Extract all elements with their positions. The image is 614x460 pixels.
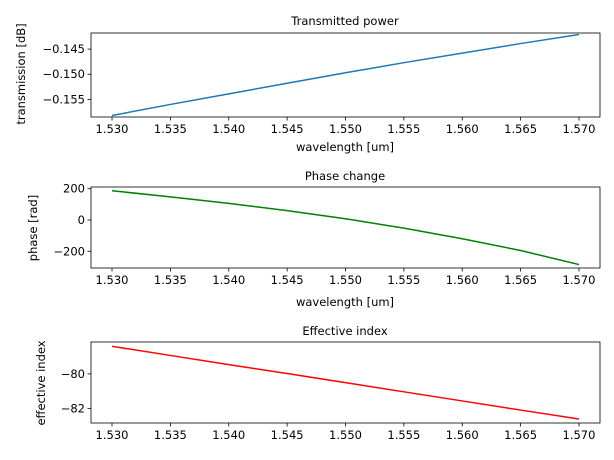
transmission-x-tick-label: 1.530	[96, 122, 129, 136]
effective-index-x-tick-label: 1.570	[563, 428, 596, 442]
effective-index-y-tick-label: −80	[61, 367, 85, 381]
transmission-x-tick-label: 1.555	[387, 122, 420, 136]
phase-y-tick-label: −200	[53, 244, 85, 258]
phase-x-tick-label: 1.535	[154, 273, 187, 287]
transmission-y-tick-label: −0.145	[42, 42, 85, 56]
transmitted-power-title: Transmitted power	[290, 14, 399, 28]
phase-x-tick-label: 1.540	[212, 273, 245, 287]
phase-change-title: Phase change	[305, 169, 385, 183]
phase-y-tick-label: 200	[63, 182, 85, 196]
effective-index-x-tick-label: 1.550	[329, 428, 362, 442]
transmission-x-tick-label: 1.535	[154, 122, 187, 136]
transmitted-power-panel: Transmitted power transmission [dB] wave…	[14, 14, 601, 154]
transmission-x-tick-label: 1.550	[329, 122, 362, 136]
transmission-y-ticks: −0.155 −0.150 −0.145	[42, 42, 91, 106]
transmission-x-tick-label: 1.560	[446, 122, 479, 136]
phase-x-tick-label: 1.550	[329, 273, 362, 287]
transmission-x-axis-label: wavelength [um]	[296, 140, 394, 154]
phase-x-tick-label: 1.530	[96, 273, 129, 287]
effective-index-x-tick-label: 1.530	[96, 428, 129, 442]
effective-index-y-tick-label: −82	[61, 401, 85, 415]
effective-index-x-tick-label: 1.565	[504, 428, 537, 442]
phase-x-axis-label: wavelength [um]	[296, 295, 394, 309]
transmission-x-tick-label: 1.545	[271, 122, 304, 136]
effective-index-x-tick-label: 1.540	[212, 428, 245, 442]
phase-x-tick-label: 1.560	[446, 273, 479, 287]
phase-y-axis-label: phase [rad]	[26, 195, 40, 261]
effective-index-lines	[111, 345, 580, 420]
phase-plot-frame	[90, 186, 601, 269]
transmission-x-tick-label: 1.540	[212, 122, 245, 136]
transmission-x-tick-label: 1.570	[563, 122, 596, 136]
phase-x-tick-label: 1.565	[504, 273, 537, 287]
phase-x-tick-label: 1.570	[563, 273, 596, 287]
effective-index-panel: Effective index effective index 1.530 1.5…	[34, 324, 601, 442]
effective-index-plot-frame	[90, 341, 601, 424]
phase-y-tick-label: 0	[78, 213, 85, 227]
transmission-x-tick-label: 1.565	[504, 122, 537, 136]
transmission-lines	[111, 33, 580, 117]
phase-x-tick-label: 1.555	[387, 273, 420, 287]
phase-y-ticks: −200 0 200	[53, 182, 91, 258]
effective-index-x-tick-label: 1.555	[387, 428, 420, 442]
effective-index-y-ticks: −82 −80	[61, 367, 91, 415]
transmission-plot-frame	[90, 32, 601, 118]
phase-lines	[111, 190, 580, 266]
transmission-y-axis-label: transmission [dB]	[14, 23, 28, 124]
effective-index-x-ticks: 1.530 1.535 1.540 1.545 1.550 1.555 1.560 1.565…	[96, 423, 596, 442]
transmission-series-line	[111, 33, 580, 117]
transmission-y-tick-label: −0.155	[42, 92, 85, 106]
transmission-x-ticks: 1.530 1.535 1.540 1.545 1.550 1.555 1.560 1.565…	[96, 117, 596, 136]
effective-index-series-line	[111, 345, 580, 420]
effective-index-x-tick-label: 1.535	[154, 428, 187, 442]
phase-x-ticks: 1.530 1.535 1.540 1.545 1.550 1.555 1.560 1.565…	[96, 268, 596, 287]
effective-index-x-tick-label: 1.560	[446, 428, 479, 442]
effective-index-title: Effective index	[302, 324, 387, 338]
effective-index-x-tick-label: 1.545	[271, 428, 304, 442]
transmission-y-tick-label: −0.150	[42, 67, 85, 81]
phase-change-panel: Phase change phase [rad] wavelength [um]…	[26, 169, 601, 309]
effective-index-y-axis-label: effective index	[34, 340, 48, 425]
phase-x-tick-label: 1.545	[271, 273, 304, 287]
phase-series-line	[111, 190, 580, 266]
